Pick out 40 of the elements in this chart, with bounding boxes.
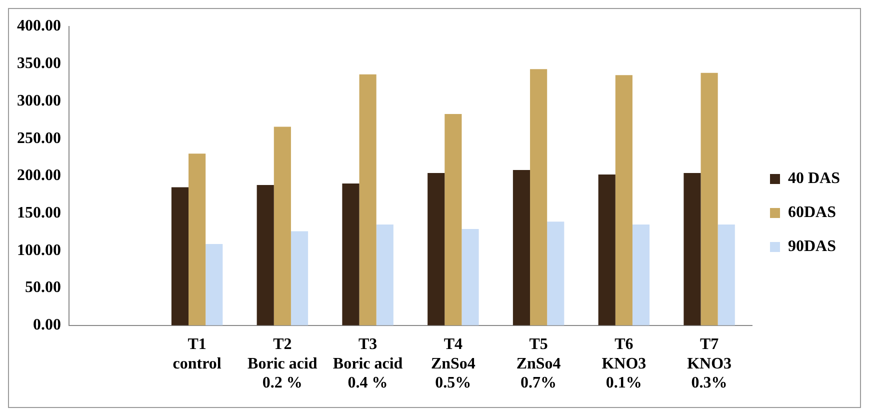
bar: [512, 170, 530, 326]
legend-label: 60DAS: [788, 204, 836, 222]
y-tick-label: 300.00: [17, 92, 61, 110]
bar: [632, 224, 650, 326]
bar: [462, 229, 479, 326]
x-tick-label: T2 Boric acid 0.2 %: [248, 336, 318, 392]
bar: [547, 222, 564, 326]
bar: [684, 173, 701, 326]
bar: [615, 75, 632, 326]
x-tick-label: T3 Boric acid 0.4 %: [332, 336, 403, 392]
x-tick-label: T5 ZnSo4 0.7%: [516, 336, 561, 392]
y-tick-label: 350.00: [17, 55, 61, 72]
bar: [274, 126, 291, 326]
bar: [359, 74, 376, 326]
bar: [530, 69, 548, 326]
legend-label: 90DAS: [788, 238, 836, 256]
x-tick-label: T6 KNO3 0.1%: [602, 336, 646, 392]
bar: [428, 173, 445, 326]
y-tick-label: 400.00: [17, 18, 61, 35]
x-tick-label: T7 KNO3 0.3%: [687, 336, 732, 392]
x-tick-label: T1 control: [172, 336, 222, 372]
y-tick-label: 0.00: [33, 316, 61, 334]
bar: [718, 224, 735, 326]
bar: [171, 187, 189, 326]
bar: [206, 244, 223, 326]
bar: [290, 231, 308, 326]
y-tick-label: 150.00: [17, 204, 61, 222]
y-tick-label: 50.00: [25, 279, 61, 296]
bar: [256, 184, 274, 326]
x-tick-label: T4 ZnSo4 0.5%: [430, 336, 476, 392]
bar: [188, 154, 206, 326]
y-tick-label: 100.00: [17, 242, 61, 259]
y-tick-label: 200.00: [17, 167, 61, 184]
bar: [598, 174, 616, 326]
y-tick-label: 250.00: [17, 130, 61, 147]
bar: [342, 183, 360, 326]
bar: [700, 72, 718, 326]
bar: [376, 224, 394, 326]
bar: [444, 114, 462, 326]
legend-label: 40 DAS: [788, 170, 840, 188]
